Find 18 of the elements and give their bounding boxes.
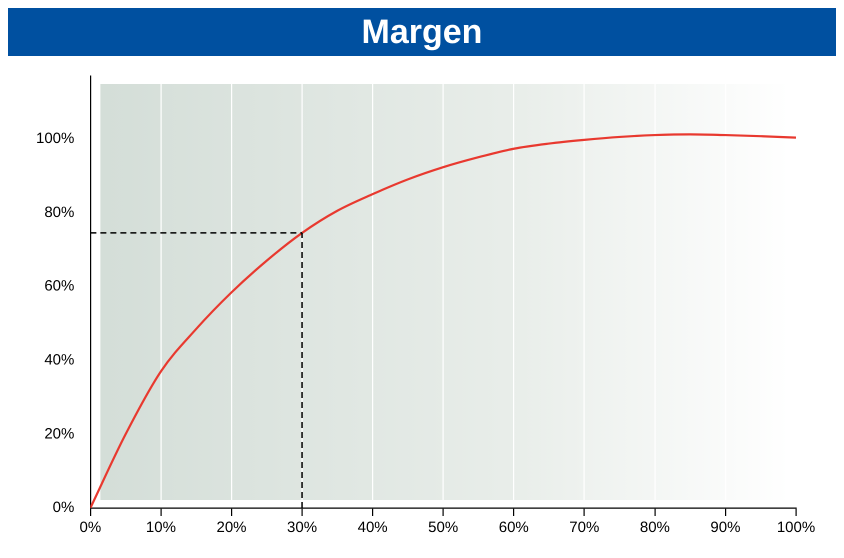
y-tick-label: 40%	[44, 351, 74, 368]
x-tick-label: 90%	[710, 519, 740, 536]
x-tick-label: 50%	[428, 519, 458, 536]
x-tick-label: 80%	[640, 519, 670, 536]
x-tick-label: 30%	[287, 519, 318, 536]
y-tick-label: 0%	[52, 499, 74, 516]
x-tick-label: 60%	[498, 519, 529, 536]
y-tick-label: 20%	[44, 425, 74, 442]
x-tick-label: 40%	[358, 519, 388, 536]
x-tick-label: 0%	[80, 519, 102, 536]
y-tick-label: 100%	[36, 130, 74, 147]
y-tick-label: 80%	[44, 204, 74, 221]
x-tick-label: 20%	[216, 519, 247, 536]
x-tick-label: 100%	[776, 519, 816, 536]
y-tick-label: 60%	[44, 278, 74, 295]
x-tick-label: 70%	[569, 519, 600, 536]
x-tick-label: 10%	[146, 519, 176, 536]
chart-title: Margen	[8, 8, 836, 56]
